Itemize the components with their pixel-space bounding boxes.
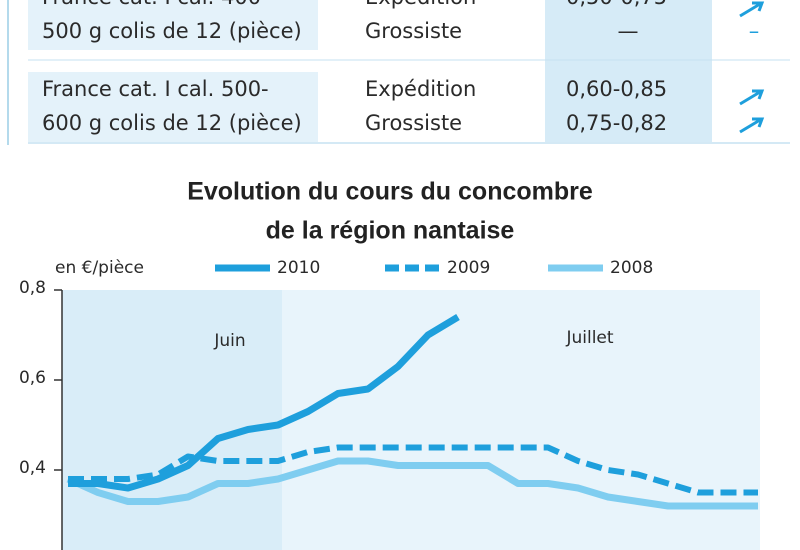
trend-text: – [749, 19, 760, 43]
y-tick-label: 0,6 [19, 368, 46, 388]
month-label: Juin [213, 331, 245, 351]
chart-title: Evolution du cours du concombre [187, 178, 593, 206]
cell-text: 0,50-0,75 [566, 0, 667, 9]
price-column-bg [545, 0, 712, 142]
arrow-up [739, 1, 765, 18]
legend-label: 2010 [277, 258, 320, 278]
cell-text: 0,75-0,82 [566, 111, 667, 135]
arrow-up [739, 89, 765, 106]
trend-arrows [739, 1, 765, 134]
series-line [66, 457, 758, 510]
chart-title: de la région nantaise [266, 217, 515, 245]
cell-text: France cat. I cal. 400- [42, 0, 269, 9]
cell-text: Grossiste [365, 19, 462, 43]
cell-bg [28, 72, 318, 142]
cell-text: Expédition [365, 77, 476, 101]
cell-text: France cat. I cal. 500- [42, 77, 269, 101]
cell-text: — [618, 19, 639, 43]
y-axis-label: en €/pièce [55, 258, 144, 278]
legend-label: 2009 [447, 258, 490, 278]
month-band [62, 290, 282, 550]
y-tick-label: 0,8 [19, 278, 46, 298]
cell-bg [28, 0, 318, 50]
arrow-up [739, 117, 765, 134]
y-tick-label: 0,4 [19, 458, 46, 478]
cell-text: 500 g colis de 12 (pièce) [42, 19, 302, 43]
month-label: Juillet [565, 328, 613, 348]
cell-text: Grossiste [365, 111, 462, 135]
cell-text: 600 g colis de 12 (pièce) [42, 111, 302, 135]
series-line [68, 444, 758, 496]
cell-text: Expédition [365, 0, 476, 9]
y-tick-label: 0,2 [19, 548, 46, 550]
legend-label: 2008 [610, 258, 653, 278]
series-line [68, 313, 460, 492]
cell-text: 0,60-0,85 [566, 77, 667, 101]
